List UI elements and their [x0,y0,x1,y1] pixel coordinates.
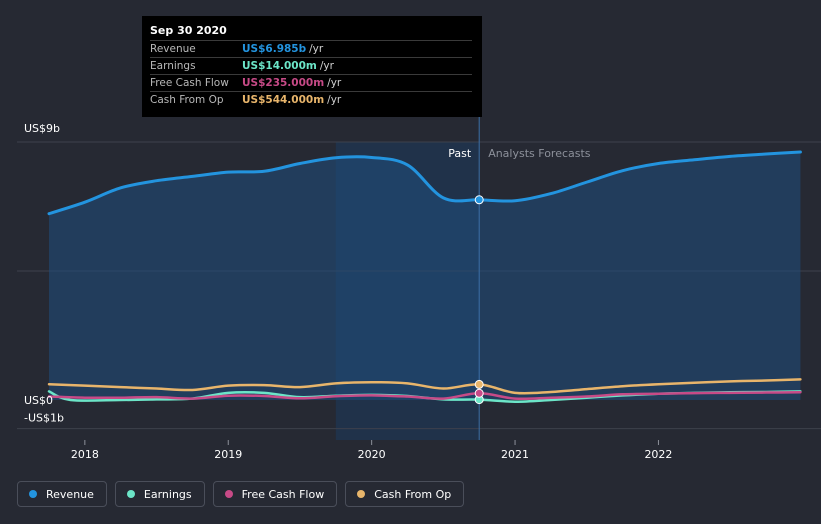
tooltip-unit: /yr [327,77,342,89]
hover-tooltip: Sep 30 2020 Revenue US$6.985b /yr Earnin… [142,16,482,117]
series-lines-layer[interactable] [47,150,802,403]
tooltip-unit: /yr [319,60,334,72]
x-tick-label: 2020 [358,448,386,461]
tooltip-row-revenue: Revenue US$6.985b /yr [150,40,472,57]
tooltip-row-earnings: Earnings US$14.000m /yr [150,57,472,74]
revenue-area [49,152,801,400]
y-axis-labels: US$9b US$0 -US$1b [24,122,64,425]
y-tick-label: US$9b [24,122,60,135]
legend-dot-icon [224,490,233,498]
x-tick-label: 2018 [71,448,99,461]
tooltip-label: Revenue [150,43,196,55]
legend-item-revenue[interactable]: Revenue [17,481,107,507]
legend-item-cash-from-op[interactable]: Cash From Op [345,481,465,507]
forecast-label: Analysts Forecasts [488,147,591,160]
legend-label: Earnings [143,487,192,501]
tooltip-label: Earnings [150,60,196,72]
legend-label: Cash From Op [374,487,452,501]
tooltip-value: US$6.985b [242,43,307,55]
legend-item-free-cash-flow[interactable]: Free Cash Flow [212,481,338,507]
tooltip-label: Free Cash Flow [150,77,229,89]
legend-dot-icon [29,490,37,498]
past-label: Past [448,147,472,160]
chart-legend: Revenue Earnings Free Cash Flow Cash Fro… [17,481,465,507]
free-cash-flow-line[interactable] [47,391,802,401]
y-tick-label: US$0 [24,394,53,407]
free-cash-flow-marker[interactable] [474,388,484,398]
revenue-marker[interactable] [474,195,484,205]
revenue-line[interactable] [47,150,802,216]
x-tick-label: 2021 [501,448,529,461]
tooltip-date: Sep 30 2020 [150,24,227,37]
tooltip-row-cash-from-op: Cash From Op US$544.000m /yr [150,91,472,108]
x-tick-label: 2019 [214,448,242,461]
legend-item-earnings[interactable]: Earnings [114,481,205,507]
area-fill-layer [49,152,801,400]
x-axis-labels: 2018 2019 2020 2021 2022 [71,440,672,461]
tooltip-value: US$544.000m [242,94,325,106]
legend-dot-icon [126,490,135,498]
cash-from-op-line[interactable] [47,378,802,395]
legend-label: Free Cash Flow [241,487,325,501]
tooltip-value: US$14.000m [242,60,317,72]
tooltip-row-free-cash-flow: Free Cash Flow US$235.000m /yr [150,74,472,91]
tooltip-label: Cash From Op [150,94,224,106]
tooltip-unit: /yr [309,43,324,55]
tooltip-unit: /yr [327,94,342,106]
cash-from-op-marker[interactable] [474,379,484,389]
tooltip-value: US$235.000m [242,77,325,89]
x-tick-label: 2022 [644,448,672,461]
y-tick-label: -US$1b [24,412,64,425]
legend-label: Revenue [46,487,94,501]
legend-dot-icon [357,490,366,498]
series-markers-layer[interactable] [474,195,484,405]
